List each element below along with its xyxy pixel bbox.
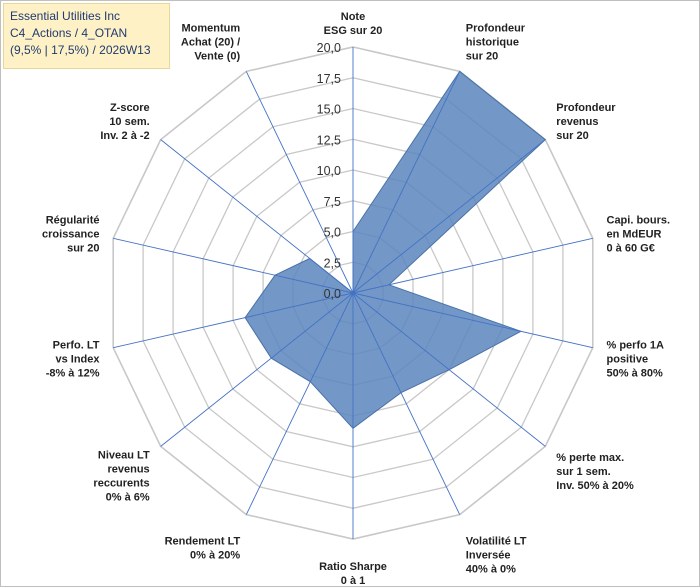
category-label-line: Profondeur xyxy=(556,102,616,114)
category-label: Perfo. LT vs Index -8% à 12% xyxy=(46,340,101,380)
category-label: Profondeur revenus sur 20 xyxy=(556,102,616,142)
category-label-line: sur 20 xyxy=(67,243,99,255)
category-label: Note ESG sur 20 xyxy=(324,11,383,37)
category-label: % perfo 1A positive 50% à 80% xyxy=(607,340,665,380)
category-label-line: Inv. 2 à -2 xyxy=(100,130,149,142)
category-label-line: historique xyxy=(466,37,519,49)
category-label-line: Momentum xyxy=(182,23,241,35)
category-label-line: vs Index xyxy=(55,354,100,366)
axis-spoke xyxy=(160,139,354,294)
axis-spoke xyxy=(245,292,354,515)
chart-subtitle-range: (9,5% | 17,5%) / 2026W13 xyxy=(10,43,151,57)
category-label: Volatilité LT Inversée 40% à 0% xyxy=(466,535,527,575)
radial-tick-labels: 0,0 2,5 5,0 7,5 10,0 12,5 15,0 17,5 20,0 xyxy=(317,41,341,301)
category-label-line: % perfo 1A xyxy=(607,340,665,352)
radar-spokes xyxy=(113,47,593,539)
axis-spoke xyxy=(113,237,354,294)
tick-label: 7,5 xyxy=(324,195,341,209)
tick-label: 5,0 xyxy=(324,226,341,240)
category-label-line: en MdEUR xyxy=(607,229,662,241)
category-label-line: % perte max. xyxy=(556,452,624,464)
category-label-line: positive xyxy=(607,354,649,366)
category-label-line: revenus xyxy=(556,116,598,128)
category-label: Z-score 10 sem. Inv. 2 à -2 xyxy=(100,102,149,142)
tick-label: 12,5 xyxy=(317,133,341,147)
category-label-line: -8% à 12% xyxy=(46,368,100,380)
category-label-line: ESG sur 20 xyxy=(324,25,383,37)
tick-label: 17,5 xyxy=(317,72,341,86)
category-label: Rendement LT 0% à 20% xyxy=(165,535,241,561)
series-area xyxy=(244,70,547,429)
axis-spoke xyxy=(352,237,593,294)
category-label: Ratio Sharpe 0 à 1 xyxy=(319,561,387,586)
tick-label: 0,0 xyxy=(324,287,341,301)
radar-series xyxy=(244,70,547,429)
category-label-line: Ratio Sharpe xyxy=(319,561,387,573)
axis-spoke xyxy=(352,139,546,294)
axis-spoke xyxy=(113,292,354,349)
chart-title-box: Essential Utilities Inc C4_Actions / 4_O… xyxy=(3,3,170,69)
category-label: Capi. bours. en MdEUR 0 à 60 G€ xyxy=(607,215,671,255)
category-label-line: reccurents xyxy=(93,478,149,490)
category-label: Profondeur historique sur 20 xyxy=(466,23,526,63)
category-label-line: 0% à 6% xyxy=(106,492,150,504)
category-label-line: croissance xyxy=(42,229,99,241)
category-label-line: Inversée xyxy=(466,549,511,561)
chart-title: Essential Utilities Inc xyxy=(10,9,121,23)
category-label: Régularité croissance sur 20 xyxy=(42,215,99,255)
category-label-line: Perfo. LT xyxy=(53,340,100,352)
category-label-line: Capi. bours. xyxy=(607,215,671,227)
axis-spoke xyxy=(352,292,461,515)
category-label-line: sur 20 xyxy=(556,130,588,142)
category-labels: Note ESG sur 20 Profondeur historique sur 20… xyxy=(42,11,670,586)
category-label-line: Rendement LT xyxy=(165,535,241,547)
category-label-line: Z-score xyxy=(110,102,150,114)
category-label: Momentum Achat (20) / Vente (0) xyxy=(181,23,241,63)
category-label-line: Régularité xyxy=(46,215,100,227)
category-label-line: Volatilité LT xyxy=(466,535,527,547)
axis-spoke xyxy=(160,292,354,447)
tick-label: 10,0 xyxy=(317,164,341,178)
category-label-line: Achat (20) / xyxy=(181,37,240,49)
axis-spoke xyxy=(352,71,461,294)
category-label-line: 0 à 60 G€ xyxy=(607,243,655,255)
category-label-line: 10 sem. xyxy=(109,116,149,128)
category-label-line: Profondeur xyxy=(466,23,526,35)
category-label-line: sur 20 xyxy=(466,51,498,63)
category-label: % perte max. sur 1 sem. Inv. 50% à 20% xyxy=(556,452,634,492)
axis-spoke xyxy=(352,292,593,349)
tick-label: 2,5 xyxy=(324,256,341,270)
axis-spoke xyxy=(245,71,354,294)
tick-label: 20,0 xyxy=(317,41,341,55)
category-label-line: Vente (0) xyxy=(194,51,240,63)
category-label: Niveau LT revenus reccurents 0% à 6% xyxy=(93,450,150,504)
category-label-line: Note xyxy=(341,11,365,23)
chart-subtitle-strategy: C4_Actions / 4_OTAN xyxy=(10,26,128,40)
category-label-line: Niveau LT xyxy=(98,450,150,462)
category-label-line: revenus xyxy=(107,464,149,476)
category-label-line: 50% à 80% xyxy=(607,368,663,380)
tick-label: 15,0 xyxy=(317,103,341,117)
axis-spoke xyxy=(352,292,546,447)
category-label-line: 0% à 20% xyxy=(190,549,240,561)
category-label-line: 0 à 1 xyxy=(341,575,365,586)
category-label-line: 40% à 0% xyxy=(466,563,516,575)
category-label-line: Inv. 50% à 20% xyxy=(556,480,634,492)
category-label-line: sur 1 sem. xyxy=(556,466,610,478)
